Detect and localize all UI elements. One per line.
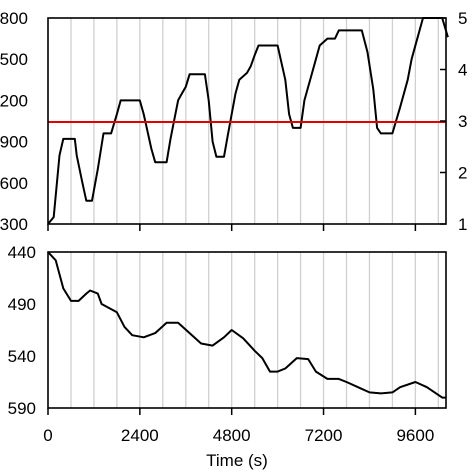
bottom-panel: 440 490 540 590 0 2400 4800 7200 9600 <box>8 243 447 445</box>
y-bottom-tick-label: 440 <box>8 243 36 262</box>
y-right-tick-label: 4 <box>458 61 467 80</box>
y-bottom-tick-label: 490 <box>8 295 36 314</box>
y-right-tick-label: 2 <box>458 164 467 183</box>
series-line-black <box>47 17 449 225</box>
top-panel: 300 600 900 200 500 800 1 2 3 4 5 <box>0 9 467 234</box>
y-left-tick-label: 800 <box>0 9 28 28</box>
x-axis-title: Time (s) <box>206 451 268 470</box>
x-tick-label: 7200 <box>305 426 343 445</box>
y-right-tick-label: 1 <box>458 215 467 234</box>
y-left-tick-label: 200 <box>0 91 28 110</box>
x-tick-label: 4800 <box>213 426 251 445</box>
x-tick-label: 0 <box>43 426 52 445</box>
y-left-tick-label: 300 <box>0 215 28 234</box>
y-left-tick-label: 600 <box>0 174 28 193</box>
y-left-tick-label: 900 <box>0 133 28 152</box>
y-right-tick-label: 5 <box>458 9 467 28</box>
y-right-tick-label: 3 <box>458 112 467 131</box>
plot-frame <box>47 251 447 409</box>
y-left-tick-label: 500 <box>0 50 28 69</box>
series-line-bottom <box>47 251 446 399</box>
x-tick-label: 2400 <box>121 426 159 445</box>
x-tick-label: 9600 <box>396 426 434 445</box>
y-bottom-tick-label: 540 <box>8 347 36 366</box>
y-bottom-tick-label: 590 <box>8 399 36 418</box>
